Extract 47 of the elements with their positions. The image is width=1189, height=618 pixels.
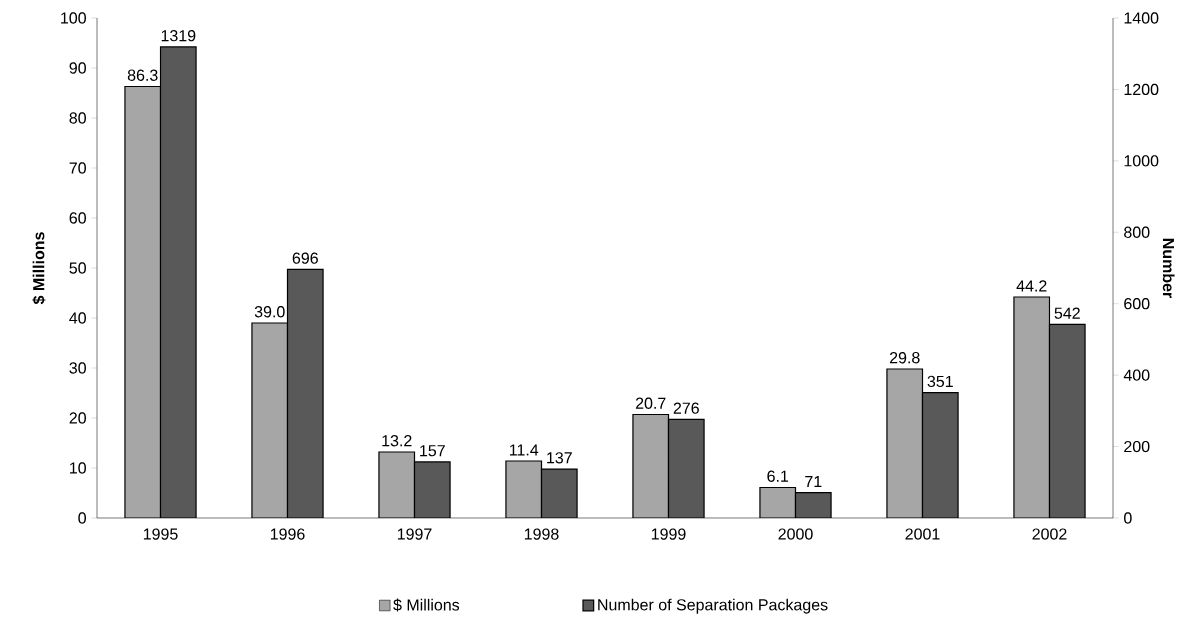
x-tick-label: 1999 [651, 528, 686, 540]
x-tick-label: 2001 [905, 528, 940, 540]
y-tick-label: 30 [69, 362, 86, 374]
data-label: 13.2 [382, 435, 412, 447]
y2-tick-label: 800 [1124, 226, 1150, 239]
data-label: 137 [547, 452, 572, 464]
data-label: 276 [673, 402, 699, 414]
data-label: 29.8 [889, 352, 920, 364]
data-label: 542 [1054, 307, 1080, 319]
x-tick-label: 1997 [397, 528, 432, 540]
y-tick-label: 10 [70, 462, 86, 474]
x-tick-label: 2002 [1032, 528, 1067, 540]
y2-tick-label: 1400 [1124, 12, 1159, 24]
y-tick-label: 90 [69, 62, 86, 74]
y-tick-label: 40 [69, 312, 86, 324]
y-tick-label: 20 [69, 412, 86, 424]
y2-tick-label: 200 [1124, 441, 1150, 453]
y-tick-label: 70 [69, 162, 86, 174]
data-label: 6.1 [767, 470, 789, 482]
y2-tick-label: 0 [1124, 512, 1132, 524]
data-label: 11.4 [509, 444, 539, 456]
y-tick-label: 0 [78, 512, 86, 524]
data-label: 71 [805, 476, 822, 488]
data-label: 157 [420, 445, 445, 457]
legend-label: Number of Separation Packages [598, 598, 828, 614]
data-label: 86.3 [127, 69, 158, 81]
x-tick-label: 1998 [524, 528, 559, 540]
x-tick-label: 2000 [778, 528, 813, 540]
y2-axis-title: Number [1162, 238, 1175, 299]
legend-label: $ Millions [393, 598, 460, 612]
y-tick-label: 50 [69, 262, 86, 274]
data-label: 351 [927, 375, 953, 388]
y-tick-label: 100 [61, 12, 86, 24]
x-tick-label: 1996 [270, 528, 305, 540]
x-tick-label: 1995 [143, 528, 178, 540]
y2-tick-label: 400 [1123, 369, 1150, 381]
data-label: 696 [292, 252, 318, 264]
y-tick-label: 60 [69, 212, 86, 224]
data-label: 39.0 [254, 306, 285, 318]
data-label: 1319 [161, 30, 196, 42]
data-label: 20.7 [635, 397, 666, 409]
data-label: 44.2 [1016, 280, 1047, 292]
y-tick-label: 80 [69, 112, 86, 124]
y2-tick-label: 1000 [1124, 155, 1159, 167]
y2-tick-label: 1200 [1124, 83, 1159, 96]
y2-tick-label: 600 [1124, 298, 1150, 310]
y-axis-title: $ Millions [32, 232, 46, 305]
